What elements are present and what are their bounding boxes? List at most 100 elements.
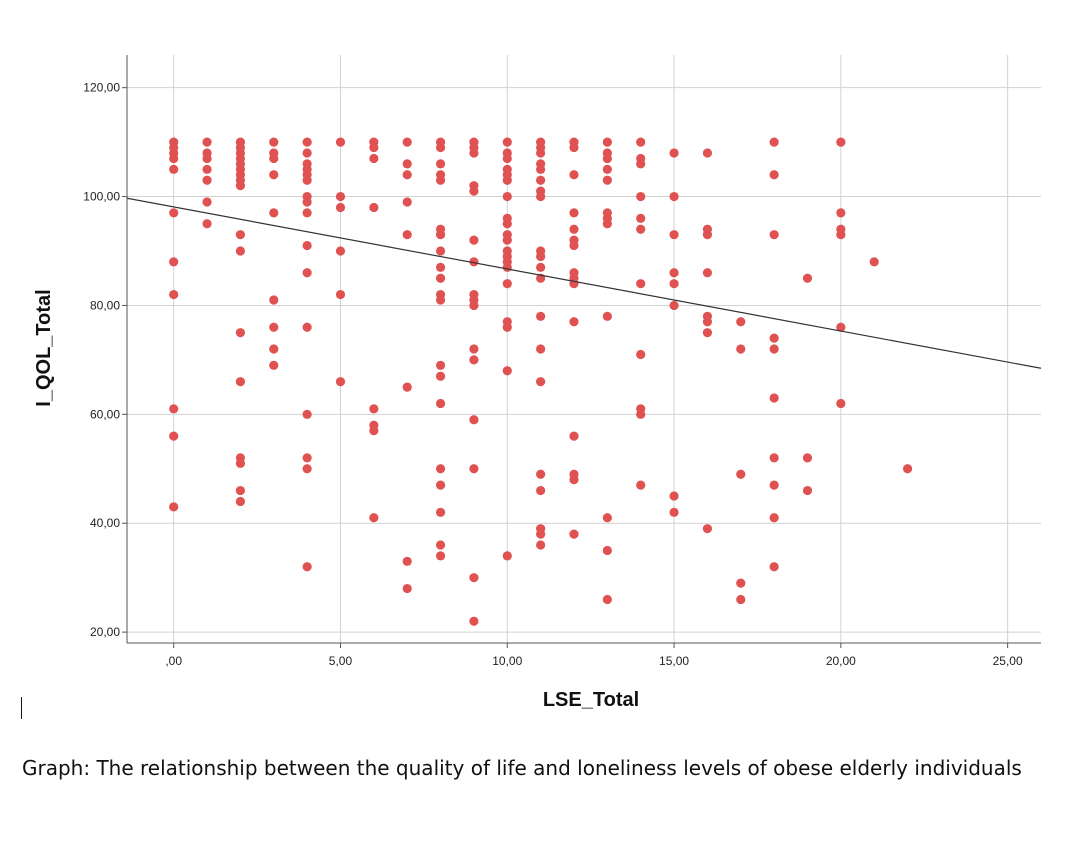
y-tick-label: 80,00 xyxy=(90,298,120,312)
data-point xyxy=(502,137,512,147)
data-point xyxy=(269,295,279,305)
data-point xyxy=(402,197,412,207)
data-point xyxy=(369,426,379,436)
data-point xyxy=(502,219,512,229)
y-axis-title: I_QOL_Total xyxy=(33,289,55,406)
data-point xyxy=(569,224,579,234)
data-point xyxy=(335,191,346,202)
data-point xyxy=(569,475,579,485)
x-tick-label: 5,00 xyxy=(329,654,353,668)
text-cursor xyxy=(21,697,22,719)
data-point xyxy=(502,191,512,202)
data-point xyxy=(369,153,379,164)
data-point xyxy=(636,349,646,360)
data-point xyxy=(469,355,479,365)
data-point xyxy=(435,262,446,272)
data-point xyxy=(469,616,479,626)
data-point xyxy=(636,409,646,419)
data-point xyxy=(335,246,346,256)
data-point xyxy=(302,197,312,207)
data-point xyxy=(669,191,679,202)
data-point xyxy=(269,208,279,218)
data-point xyxy=(435,398,446,409)
data-point xyxy=(469,344,479,354)
data-point xyxy=(502,279,512,289)
data-point xyxy=(469,573,479,583)
data-point xyxy=(769,393,779,403)
data-point xyxy=(702,317,713,327)
data-point xyxy=(769,170,779,180)
data-point xyxy=(636,213,646,223)
data-point xyxy=(235,485,246,496)
y-tick-label: 60,00 xyxy=(90,407,120,421)
data-point xyxy=(536,164,546,174)
data-point xyxy=(636,224,646,234)
data-point xyxy=(702,148,713,158)
data-point xyxy=(602,219,612,229)
data-point xyxy=(169,431,179,441)
data-point xyxy=(769,333,779,343)
data-point xyxy=(569,142,579,153)
data-point xyxy=(435,480,446,490)
regression-line xyxy=(126,197,1042,369)
y-tick-label: 40,00 xyxy=(90,516,120,530)
y-tick-label: 120,00 xyxy=(83,81,120,95)
data-point xyxy=(602,137,612,147)
data-point xyxy=(469,300,479,311)
data-point xyxy=(235,181,246,191)
data-point xyxy=(269,153,279,164)
data-point xyxy=(469,186,479,196)
data-point xyxy=(335,377,346,387)
data-point xyxy=(235,458,246,468)
data-point xyxy=(669,491,679,501)
data-point xyxy=(769,344,779,354)
data-point xyxy=(536,148,546,158)
data-point xyxy=(435,273,446,283)
data-point xyxy=(636,279,646,289)
data-point xyxy=(435,371,446,381)
data-point xyxy=(736,578,746,588)
data-point xyxy=(435,159,446,169)
data-point xyxy=(569,529,579,539)
data-point xyxy=(202,164,212,174)
data-point xyxy=(769,230,779,240)
data-point xyxy=(202,197,212,207)
figure-caption: Graph: The relationship between the qual… xyxy=(22,756,1022,780)
data-point xyxy=(169,164,179,174)
data-point xyxy=(269,170,279,180)
data-point xyxy=(202,137,212,147)
data-point xyxy=(769,137,779,147)
data-point xyxy=(502,551,512,561)
data-point xyxy=(169,404,179,414)
data-point xyxy=(569,208,579,218)
data-point xyxy=(435,295,446,305)
data-point xyxy=(869,257,879,267)
data-point xyxy=(502,322,512,332)
data-point xyxy=(469,464,479,474)
data-point xyxy=(769,453,779,463)
data-point xyxy=(302,409,312,419)
data-point xyxy=(302,240,312,251)
x-tick-label: 25,00 xyxy=(993,654,1023,668)
data-point xyxy=(636,159,646,169)
data-point xyxy=(536,469,546,479)
data-point xyxy=(569,240,579,251)
data-point xyxy=(636,137,646,147)
data-point xyxy=(536,529,546,539)
data-point xyxy=(435,230,446,240)
data-point xyxy=(669,230,679,240)
data-point xyxy=(435,246,446,256)
data-points xyxy=(169,137,913,626)
data-point xyxy=(302,208,312,218)
data-point xyxy=(202,153,212,164)
data-point xyxy=(402,556,412,566)
data-point xyxy=(469,148,479,158)
data-point xyxy=(736,344,746,354)
fit-line-layer xyxy=(126,197,1042,369)
data-point xyxy=(269,344,279,354)
data-point xyxy=(536,251,546,262)
data-point xyxy=(302,562,312,572)
data-point xyxy=(435,464,446,474)
x-axis-title: LSE_Total xyxy=(543,689,639,711)
data-point xyxy=(402,230,412,240)
